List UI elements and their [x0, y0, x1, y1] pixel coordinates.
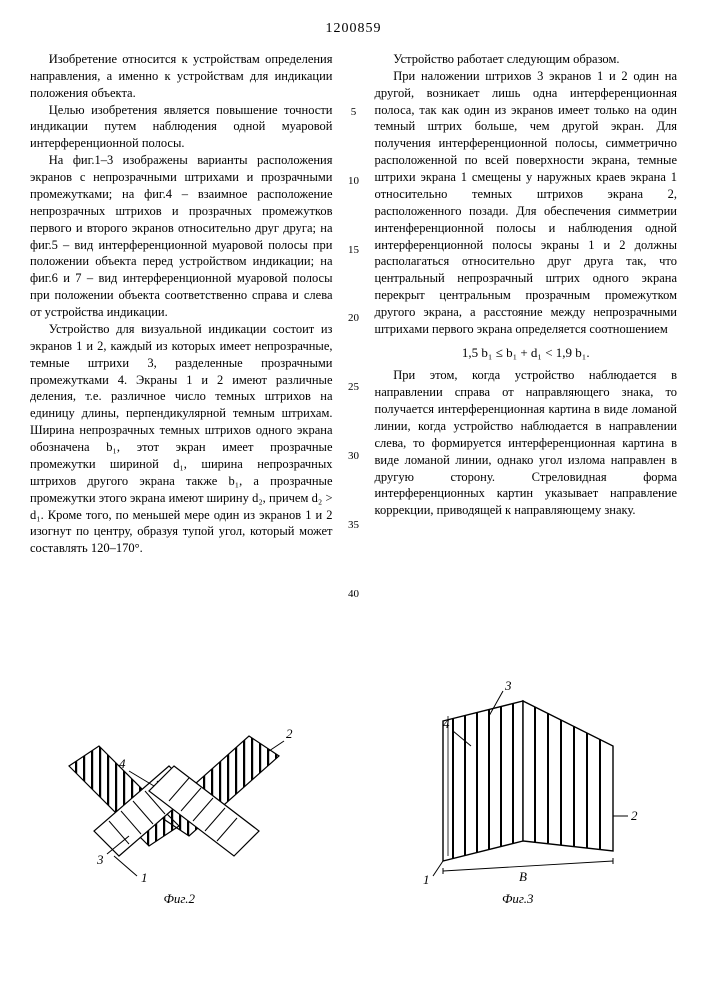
fig3-label-3: 3 — [504, 678, 512, 693]
figure-3-svg: 3 4 1 2 В — [388, 676, 648, 886]
line-number: 5 — [351, 105, 357, 120]
fig3-label-2: 2 — [631, 808, 638, 823]
line-number: 15 — [348, 243, 359, 258]
fig2-label-2: 2 — [286, 726, 293, 741]
paragraph: При наложении штрихов 3 экранов 1 и 2 од… — [375, 68, 678, 338]
figures-row: 4 3 1 2 Фиг.2 — [30, 676, 677, 908]
line-number-gutter: 5 10 15 20 25 30 35 40 — [345, 51, 363, 656]
line-number: 35 — [348, 518, 359, 533]
paragraph: Устройство работает следующим образом. — [375, 51, 678, 68]
figure-2-svg: 4 3 1 2 — [59, 676, 299, 886]
line-number: 10 — [348, 174, 359, 189]
figure-3: 3 4 1 2 В Фиг.3 — [388, 676, 648, 908]
document-number: 1200859 — [30, 20, 677, 39]
paragraph: Устройство для визуальной индикации сост… — [30, 321, 333, 557]
fig2-label-4: 4 — [119, 756, 126, 771]
formula: 1,5 b₁ ≤ b₁ + d₁ < 1,9 b₁. — [375, 344, 678, 362]
paragraph: На фиг.1–3 изображены варианты расположе… — [30, 152, 333, 321]
line-number: 20 — [348, 311, 359, 326]
column-right: Устройство работает следующим образом. П… — [375, 51, 678, 656]
line-number: 40 — [348, 587, 359, 602]
fig2-label-3: 3 — [96, 852, 104, 867]
fig3-label-4: 4 — [443, 716, 450, 731]
figure-2-caption: Фиг.2 — [163, 890, 195, 908]
paragraph: Целью изобретения является повышение точ… — [30, 102, 333, 153]
column-left: Изобретение относится к устройствам опре… — [30, 51, 333, 656]
figure-3-caption: Фиг.3 — [502, 890, 534, 908]
fig2-label-1: 1 — [141, 870, 148, 885]
paragraph: Изобретение относится к устройствам опре… — [30, 51, 333, 102]
paragraph: При этом, когда устройство наблюдается в… — [375, 367, 678, 519]
line-number: 30 — [348, 449, 359, 464]
line-number: 25 — [348, 380, 359, 395]
fig3-label-b: В — [519, 869, 527, 884]
figure-2: 4 3 1 2 Фиг.2 — [59, 676, 299, 908]
text-columns: Изобретение относится к устройствам опре… — [30, 51, 677, 656]
fig3-label-1: 1 — [423, 872, 430, 886]
